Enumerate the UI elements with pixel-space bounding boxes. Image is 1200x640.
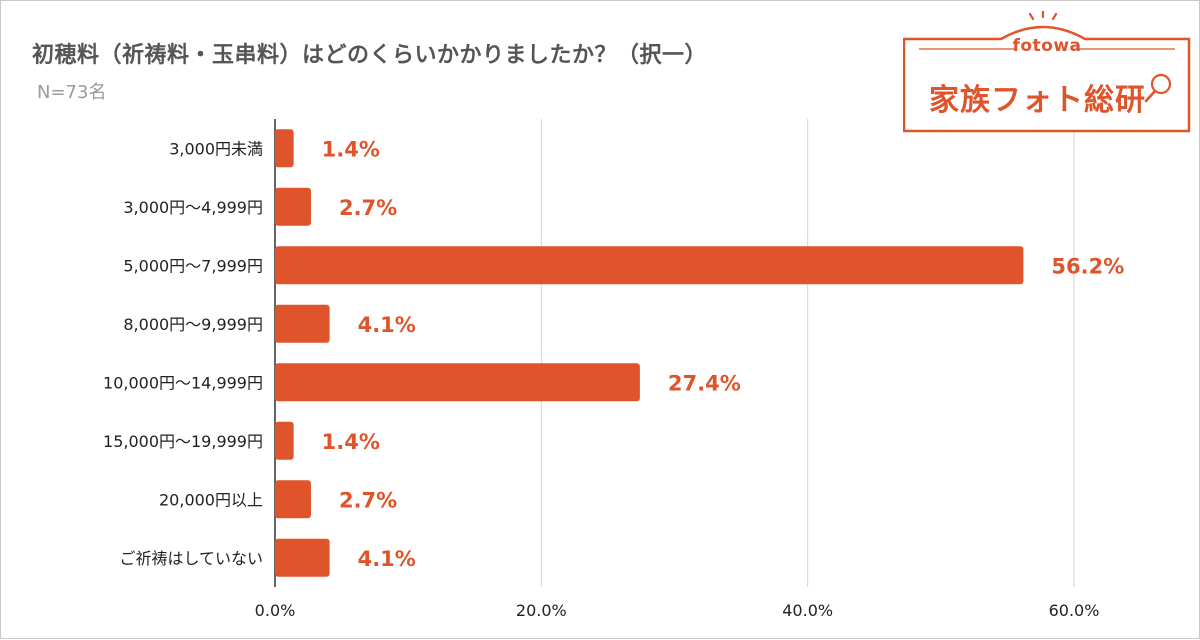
sample-size-label: N=73名 bbox=[37, 82, 107, 103]
logo-text: 家族フォト総研 bbox=[929, 83, 1146, 118]
category-label: ご祈祷はしていない bbox=[119, 549, 263, 568]
logo-house-outline bbox=[902, 9, 1191, 133]
bar bbox=[275, 480, 311, 519]
data-label: 1.4% bbox=[322, 430, 380, 454]
fotowa-logo: fotowa 家族フォト総研 bbox=[902, 9, 1191, 133]
data-label: 27.4% bbox=[668, 371, 741, 395]
bar bbox=[275, 129, 294, 168]
bar bbox=[275, 246, 1024, 285]
bar bbox=[275, 304, 330, 343]
logo-wordmark: fotowa bbox=[1012, 36, 1082, 56]
x-tick-label: 0.0% bbox=[255, 601, 296, 620]
chart-title: 初穂料（祈祷料・玉串料）はどのくらいかかりましたか？（択一） bbox=[32, 43, 708, 68]
data-label: 4.1% bbox=[358, 547, 416, 571]
bar bbox=[275, 421, 294, 460]
category-label: 5,000円～7,999円 bbox=[123, 256, 263, 275]
category-label: 8,000円～9,999円 bbox=[123, 315, 263, 334]
x-tick-label: 20.0% bbox=[516, 601, 567, 620]
category-label: 20,000円以上 bbox=[159, 490, 263, 509]
x-tick-label: 40.0% bbox=[782, 601, 833, 620]
category-label: 15,000円～19,999円 bbox=[103, 432, 263, 451]
data-label: 2.7% bbox=[339, 488, 397, 512]
bar bbox=[275, 538, 330, 577]
data-label: 2.7% bbox=[339, 196, 397, 220]
data-label: 4.1% bbox=[358, 313, 416, 337]
data-label: 1.4% bbox=[322, 137, 380, 161]
category-label: 10,000円～14,999円 bbox=[103, 373, 263, 392]
bar bbox=[275, 187, 311, 226]
x-tick-label: 60.0% bbox=[1049, 601, 1100, 620]
category-label: 3,000円未満 bbox=[169, 139, 263, 158]
data-label: 56.2% bbox=[1051, 254, 1124, 278]
bar bbox=[275, 363, 640, 402]
category-label: 3,000円～4,999円 bbox=[123, 198, 263, 217]
magnifier-icon bbox=[1144, 73, 1172, 103]
